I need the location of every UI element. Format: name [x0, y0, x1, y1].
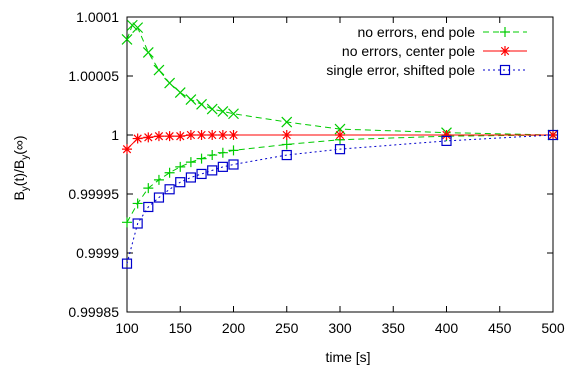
- data-point: [143, 183, 154, 194]
- data-point: [335, 130, 345, 140]
- data-point: [196, 168, 207, 180]
- y-tick-label: 1: [111, 127, 119, 143]
- y-axis-label-subscript: y: [20, 186, 31, 191]
- legend-marker: [500, 27, 510, 37]
- data-point: [228, 145, 239, 156]
- series-3: [121, 129, 559, 269]
- y-axis-label-subscript: y: [20, 155, 31, 160]
- data-point: [281, 130, 292, 140]
- legend-marker: [500, 46, 510, 56]
- x-tick-label: 400: [435, 320, 459, 336]
- data-point: [122, 144, 132, 155]
- data-point: [207, 165, 218, 176]
- y-tick-label: 1.0001: [76, 9, 119, 25]
- data-point: [281, 116, 293, 128]
- axis-ticks: 100 150 200 250 300 350 400 450 500 0.99985 0.9999…: [68, 9, 565, 336]
- data-point: [217, 161, 228, 172]
- data-point: [122, 217, 132, 228]
- y-axis-label: By(t)/By(∞): [11, 135, 31, 200]
- y-tick-label: 0.99985: [68, 304, 119, 320]
- data-point: [217, 147, 228, 158]
- x-tick-label: 300: [328, 320, 352, 336]
- data-point: [196, 130, 207, 140]
- data-point: [207, 150, 218, 161]
- data-point: [175, 161, 186, 172]
- legend-label: single error, shifted pole: [326, 62, 475, 78]
- x-tick-label: 200: [222, 320, 246, 336]
- data-point: [548, 130, 558, 140]
- data-point: [185, 172, 196, 183]
- data-point: [196, 153, 207, 164]
- data-point: [547, 129, 559, 141]
- data-point: [185, 157, 196, 168]
- x-tick-label: 450: [488, 320, 512, 336]
- data-point: [228, 108, 239, 120]
- data-point: [132, 218, 143, 229]
- data-point: [185, 130, 196, 140]
- legend: no errors, end pole no errors, center pol…: [326, 24, 527, 78]
- series-line: [126, 24, 554, 136]
- legend-item: single error, shifted pole: [326, 62, 527, 78]
- data-point: [132, 133, 143, 144]
- data-point: [164, 131, 175, 142]
- data-point: [164, 167, 175, 178]
- data-point: [142, 46, 154, 58]
- data-point: [217, 130, 228, 140]
- x-tick-label: 100: [115, 320, 139, 336]
- data-point: [175, 177, 186, 188]
- legend-label: no errors, end pole: [357, 24, 475, 40]
- legend-marker: [499, 64, 511, 76]
- legend-label: no errors, center pole: [342, 43, 475, 59]
- data-point: [126, 19, 138, 31]
- data-point: [143, 132, 154, 143]
- data-point: [281, 149, 292, 161]
- x-tick-label: 500: [541, 320, 565, 336]
- x-tick-label: 150: [169, 320, 193, 336]
- data-point: [441, 135, 452, 146]
- data-point: [153, 64, 165, 76]
- y-tick-label: 0.9999: [76, 245, 119, 261]
- data-point: [153, 192, 165, 203]
- data-point: [121, 33, 133, 45]
- data-point: [196, 98, 207, 110]
- data-point: [132, 198, 143, 209]
- series-line: [126, 134, 554, 264]
- data-point: [228, 159, 239, 170]
- series-group: [121, 19, 559, 269]
- data-point: [228, 130, 239, 140]
- data-point: [206, 103, 218, 115]
- data-point: [207, 130, 218, 140]
- series-2: [122, 130, 558, 155]
- data-point: [217, 105, 229, 117]
- data-point: [185, 94, 197, 106]
- data-point: [441, 130, 452, 140]
- data-point: [153, 174, 164, 185]
- y-axis-label-part: (∞): [11, 135, 27, 154]
- data-point: [132, 22, 144, 34]
- data-point: [164, 184, 175, 195]
- data-point: [281, 139, 292, 150]
- y-tick-label: 0.99995: [68, 186, 119, 202]
- data-point: [153, 131, 164, 142]
- x-axis-label: time [s]: [325, 349, 370, 365]
- x-tick-label: 350: [382, 320, 406, 336]
- data-point: [175, 131, 186, 142]
- data-point: [334, 144, 346, 155]
- data-point: [164, 77, 176, 89]
- y-axis-label-part: B: [11, 191, 27, 200]
- x-tick-label: 250: [275, 320, 299, 336]
- y-tick-label: 1.00005: [68, 68, 119, 84]
- legend-item: no errors, end pole: [357, 24, 527, 40]
- data-point: [174, 87, 186, 98]
- y-axis-label-part: (t)/B: [11, 160, 27, 186]
- data-point: [121, 258, 133, 269]
- data-point: [143, 201, 154, 213]
- legend-item: no errors, center pole: [342, 43, 527, 59]
